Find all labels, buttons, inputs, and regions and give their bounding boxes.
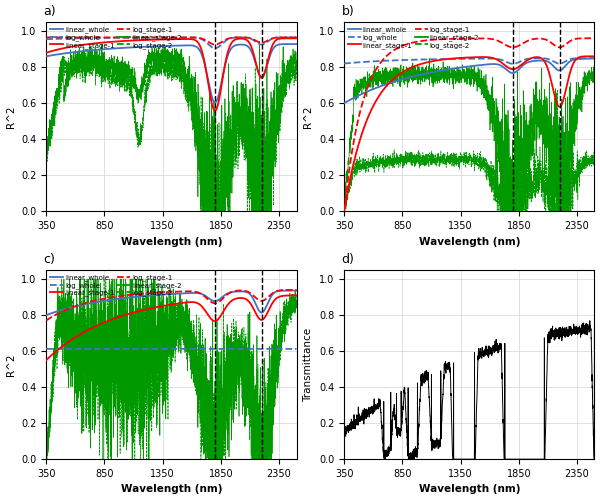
Legend: linear_whole, log_whole, linear_stage-1, log_stage-1, linear_stage-2, log_stage-: linear_whole, log_whole, linear_stage-1,… <box>50 274 182 297</box>
Y-axis label: R^2: R^2 <box>304 106 313 128</box>
X-axis label: Wavelength (nm): Wavelength (nm) <box>121 236 222 246</box>
Text: a): a) <box>44 6 56 18</box>
Text: b): b) <box>341 6 355 18</box>
Text: c): c) <box>44 253 56 266</box>
Y-axis label: R^2: R^2 <box>5 354 16 376</box>
X-axis label: Wavelength (nm): Wavelength (nm) <box>419 236 520 246</box>
X-axis label: Wavelength (nm): Wavelength (nm) <box>121 484 222 494</box>
Legend: linear_whole, log_whole, linear_stage-1, log_stage-1, linear_stage-2, log_stage-: linear_whole, log_whole, linear_stage-1,… <box>347 26 480 50</box>
Y-axis label: R^2: R^2 <box>5 106 16 128</box>
X-axis label: Wavelength (nm): Wavelength (nm) <box>419 484 520 494</box>
Legend: linear_whole, log_whole, linear_stage-1, log_stage-1, linear_stage-2, log_stage-: linear_whole, log_whole, linear_stage-1,… <box>50 26 182 50</box>
Text: d): d) <box>341 253 355 266</box>
Y-axis label: Transmittance: Transmittance <box>304 328 313 402</box>
